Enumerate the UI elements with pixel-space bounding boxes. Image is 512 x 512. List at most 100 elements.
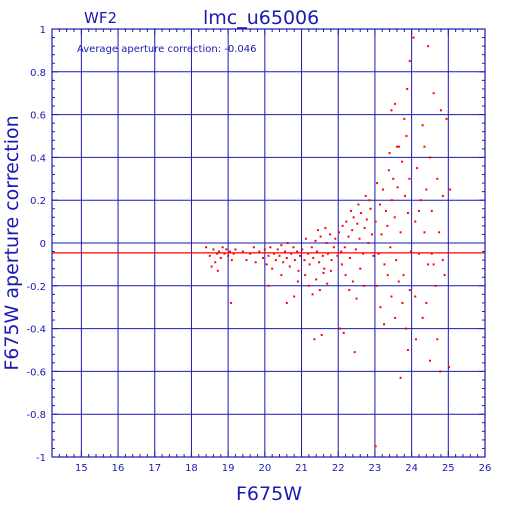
y-tick-label: -1 (36, 453, 46, 464)
data-point (329, 233, 332, 236)
data-point (351, 229, 354, 232)
data-point (386, 224, 389, 227)
data-point (363, 227, 366, 230)
data-point (386, 274, 389, 277)
data-point (436, 177, 439, 180)
data-point (214, 261, 217, 264)
data-point (372, 254, 375, 257)
data-point (267, 284, 270, 287)
data-point (358, 237, 361, 240)
data-point (282, 261, 285, 264)
data-point (313, 338, 316, 341)
data-point (379, 306, 382, 309)
data-point (228, 250, 231, 253)
data-point (441, 259, 444, 262)
data-point (374, 445, 377, 448)
data-point (403, 117, 406, 120)
data-point (325, 242, 328, 244)
data-point (352, 216, 355, 219)
data-point (339, 327, 342, 330)
data-point (341, 224, 344, 227)
data-point (427, 263, 430, 266)
data-point (425, 188, 428, 191)
data-point (303, 259, 306, 262)
x-tick-labels: 15 16 17 18 19 20 21 22 23 24 25 26 (75, 463, 491, 474)
data-point (393, 216, 396, 219)
data-point (314, 239, 317, 242)
data-point (261, 256, 264, 259)
data-point (241, 250, 244, 253)
data-point (280, 244, 283, 247)
average-correction-annotation: Average aperture correction: -0.046 (77, 44, 257, 55)
x-tick-label: 25 (442, 463, 455, 474)
x-tick-label: 24 (405, 463, 418, 474)
data-point (389, 246, 392, 249)
data-point (416, 167, 419, 170)
data-point (384, 209, 387, 212)
data-point (443, 274, 446, 277)
data-point (376, 182, 379, 185)
data-point (230, 259, 233, 262)
data-point (370, 233, 373, 236)
data-point (288, 265, 291, 268)
x-axis-label: F675W (236, 483, 302, 505)
data-point (324, 227, 327, 230)
data-point (342, 331, 345, 334)
data-point (401, 301, 404, 304)
data-point (351, 280, 354, 283)
chart-title: lmc_u65006 (203, 7, 319, 29)
data-point (296, 250, 299, 253)
data-point (425, 301, 428, 304)
data-point (381, 188, 384, 191)
data-point (408, 289, 411, 292)
data-point (436, 338, 439, 341)
data-point (417, 209, 420, 212)
data-point (304, 237, 307, 240)
data-point (286, 242, 289, 244)
data-point (395, 259, 398, 262)
data-point (334, 237, 337, 240)
data-point (355, 297, 358, 300)
data-point (392, 177, 395, 180)
data-point (432, 92, 435, 95)
data-point (245, 259, 248, 262)
data-point (323, 267, 326, 270)
data-point (414, 295, 417, 298)
x-tick-label: 19 (222, 463, 235, 474)
data-point (368, 199, 371, 202)
data-point (307, 284, 310, 287)
data-point (318, 261, 321, 264)
data-point (299, 254, 302, 257)
data-point (219, 256, 222, 259)
data-point (315, 250, 318, 253)
data-point (364, 194, 367, 197)
data-point (390, 109, 393, 112)
data-point (441, 194, 444, 197)
data-point (322, 271, 325, 274)
data-point (221, 246, 224, 249)
data-point (362, 284, 365, 287)
data-point (347, 235, 350, 238)
data-point (434, 284, 437, 287)
data-point (421, 316, 424, 319)
data-point (405, 327, 408, 330)
data-point (417, 252, 420, 255)
y-tick-label: 0.2 (30, 196, 46, 207)
data-point (340, 263, 343, 266)
data-point (216, 269, 219, 272)
data-point (380, 233, 383, 236)
data-point (319, 235, 322, 238)
data-point (401, 160, 404, 163)
data-point (285, 256, 288, 259)
data-point (390, 295, 393, 298)
data-point (310, 246, 313, 249)
data-point (397, 280, 400, 283)
chart-subtitle: WF2 (84, 9, 117, 27)
data-point (269, 246, 272, 249)
data-point (383, 263, 386, 266)
data-point (388, 152, 391, 155)
data-point (399, 376, 402, 379)
data-point (428, 359, 431, 362)
data-point (297, 269, 300, 272)
